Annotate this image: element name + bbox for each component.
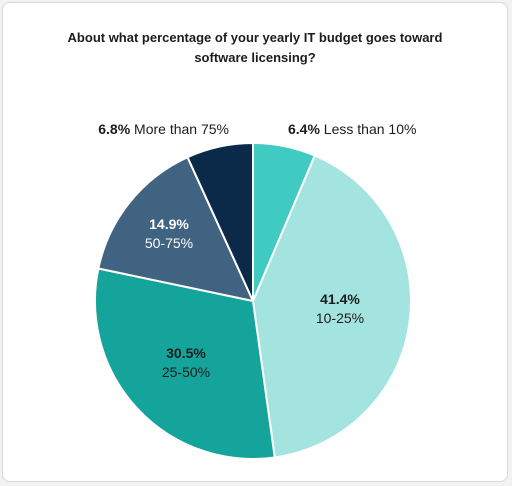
slice-category-5: More than 75% [130, 121, 229, 137]
pie-slice-4 [97, 155, 255, 303]
pie-slice-3 [94, 267, 276, 460]
slice-pct-4: 14.9% [149, 216, 189, 232]
slice-category-2: 10-25% [316, 310, 364, 326]
slice-pct-2: 41.4% [320, 291, 360, 307]
slice-category-3: 25-50% [162, 364, 210, 380]
slice-category-4: 50-75% [145, 235, 193, 251]
slice-label-1: 6.4% Less than 10% [288, 121, 416, 137]
chart-card: About what percentage of your yearly IT … [2, 2, 508, 482]
chart-title-line-2: software licensing? [194, 50, 315, 65]
slice-label-5: 6.8% More than 75% [98, 121, 229, 137]
pie-labels: 6.4% Less than 10% 41.4% 10-25% 30.5% 25-50%… [98, 121, 416, 380]
chart-title-line-1: About what percentage of your yearly IT … [68, 30, 443, 45]
pie-slices [94, 141, 413, 460]
pie-slice-2 [251, 154, 413, 459]
slice-pct-3: 30.5% [166, 345, 206, 361]
slice-pct-5: 6.8% [98, 121, 130, 137]
pie-slice-5 [186, 141, 254, 302]
slice-category-1: Less than 10% [320, 121, 417, 137]
slice-pct-1: 6.4% [288, 121, 320, 137]
pie-chart: About what percentage of your yearly IT … [68, 30, 443, 460]
